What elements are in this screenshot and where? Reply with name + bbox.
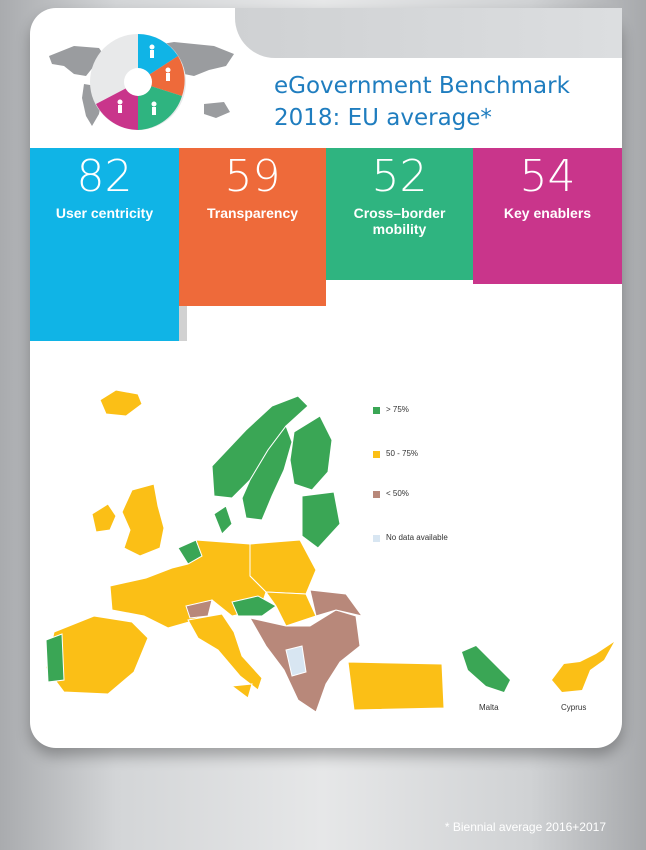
cyprus-map [552,642,614,692]
indicator-value: 52 [371,151,428,202]
title-line-1: eGovernment Benchmark [274,73,570,99]
legend-swatch [373,491,380,498]
indicator-user-centricity: 82 User centricity [30,148,179,341]
malta-map [462,646,510,692]
legend-item: No data available [373,533,493,545]
indicator-label: Key enablers [503,205,592,221]
legend-label: < 50% [386,489,409,498]
pie-chart-icon [90,34,186,130]
legend-swatch [373,407,380,414]
indicator-label: Transparency [206,205,299,221]
legend-item: < 50% [373,489,493,501]
indicator-transparency: 59 Transparency [179,148,326,306]
legend-swatch [373,535,380,542]
legend-label: > 75% [386,405,409,414]
malta-label: Malta [479,703,499,712]
legend-label: 50 - 75% [386,449,419,458]
legend-item: > 75% [373,405,493,417]
indicator-label: Cross–border mobility [353,205,446,237]
legend-swatch [373,451,380,458]
indicator-label: User centricity [55,205,154,221]
indicator-key-enablers: 54 Key enablers [473,148,622,284]
legend-item: 50 - 75% [373,449,493,461]
card-notch [235,8,622,58]
title-line-2: 2018: EU average* [274,105,492,131]
indicator-value: 54 [519,151,576,202]
europe-map [45,389,445,713]
page-title: eGovernment Benchmark 2018: EU average* [274,70,604,134]
cyprus-label: Cyprus [561,703,587,712]
indicator-value: 59 [224,151,281,202]
indicator-value: 82 [76,151,133,202]
legend-label: No data available [386,533,448,542]
indicator-cross-border-mobility: 52 Cross–border mobility [326,148,473,280]
footnote: * Biennial average 2016+2017 [444,820,606,834]
